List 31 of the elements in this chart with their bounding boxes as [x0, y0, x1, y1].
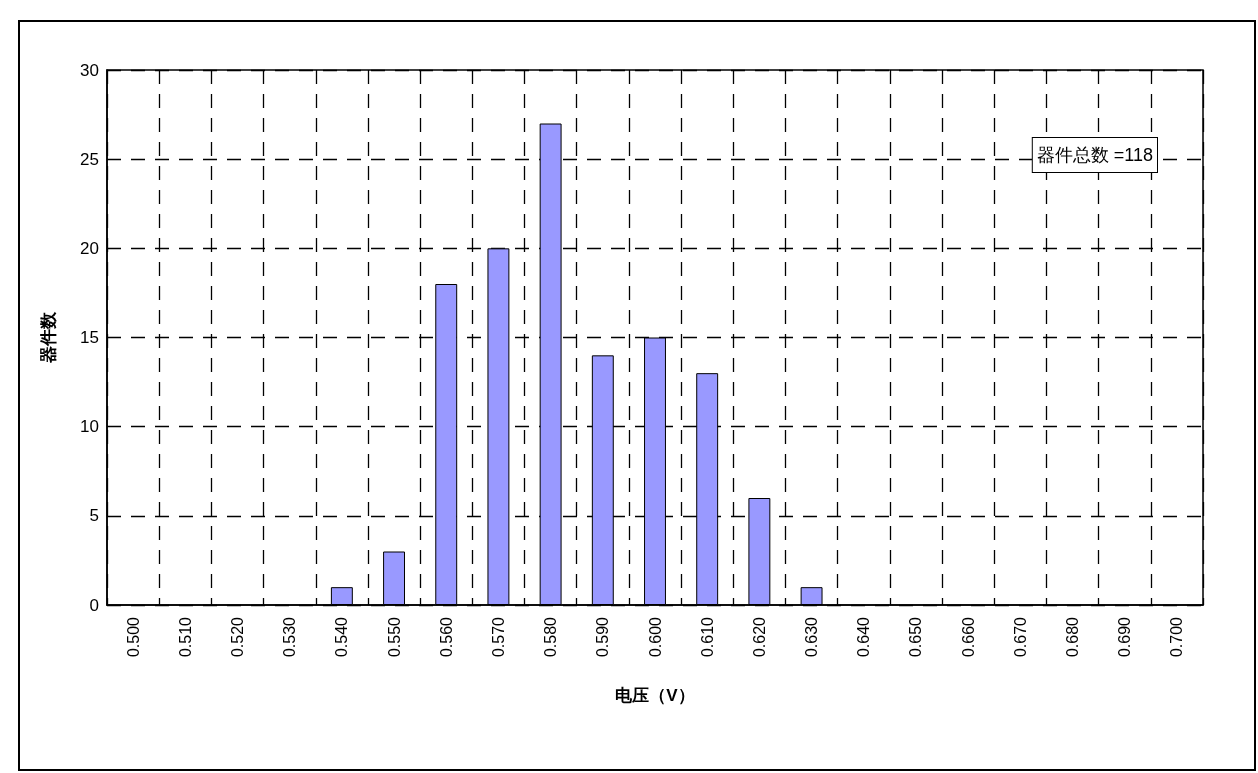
x-tick-label: 0.630	[803, 616, 821, 658]
y-tick-label: 25	[80, 149, 99, 169]
x-tick-label: 0.550	[385, 616, 403, 658]
x-tick-label: 0.520	[228, 616, 246, 658]
annotation: 器件总数 =118	[1036, 145, 1154, 165]
x-tick-label: 0.670	[1011, 616, 1029, 658]
y-tick-label: 15	[80, 328, 99, 347]
x-tick-label: 0.510	[176, 616, 194, 658]
x-tick-label: 0.680	[1064, 616, 1082, 658]
x-tick-label: 0.530	[281, 616, 299, 658]
x-tick-label: 0.600	[646, 616, 664, 658]
x-tick-label: 0.620	[750, 616, 768, 658]
y-axis-title: 器件数	[39, 311, 58, 364]
x-tick-label: 0.650	[907, 616, 925, 658]
x-tick-label: 0.540	[333, 616, 351, 658]
x-axis-title: 电压（V）	[615, 686, 695, 705]
x-tick-label: 0.690	[1116, 616, 1134, 658]
y-tick-label: 30	[80, 60, 99, 80]
y-tick-label: 20	[80, 238, 99, 258]
y-tick-label: 5	[89, 506, 99, 526]
x-tick-label: 0.500	[124, 616, 142, 658]
x-tick-label: 0.610	[698, 616, 716, 658]
y-tick-label: 0	[89, 595, 99, 615]
x-tick-label: 0.640	[855, 616, 873, 658]
x-tick-label: 0.590	[594, 616, 612, 658]
x-tick-label: 0.660	[959, 616, 977, 658]
x-tick-label: 0.580	[542, 616, 560, 658]
y-tick-label: 10	[80, 417, 99, 437]
x-tick-label: 0.700	[1168, 616, 1186, 658]
x-tick-label: 0.570	[489, 616, 507, 658]
x-tick-label: 0.560	[437, 616, 455, 658]
